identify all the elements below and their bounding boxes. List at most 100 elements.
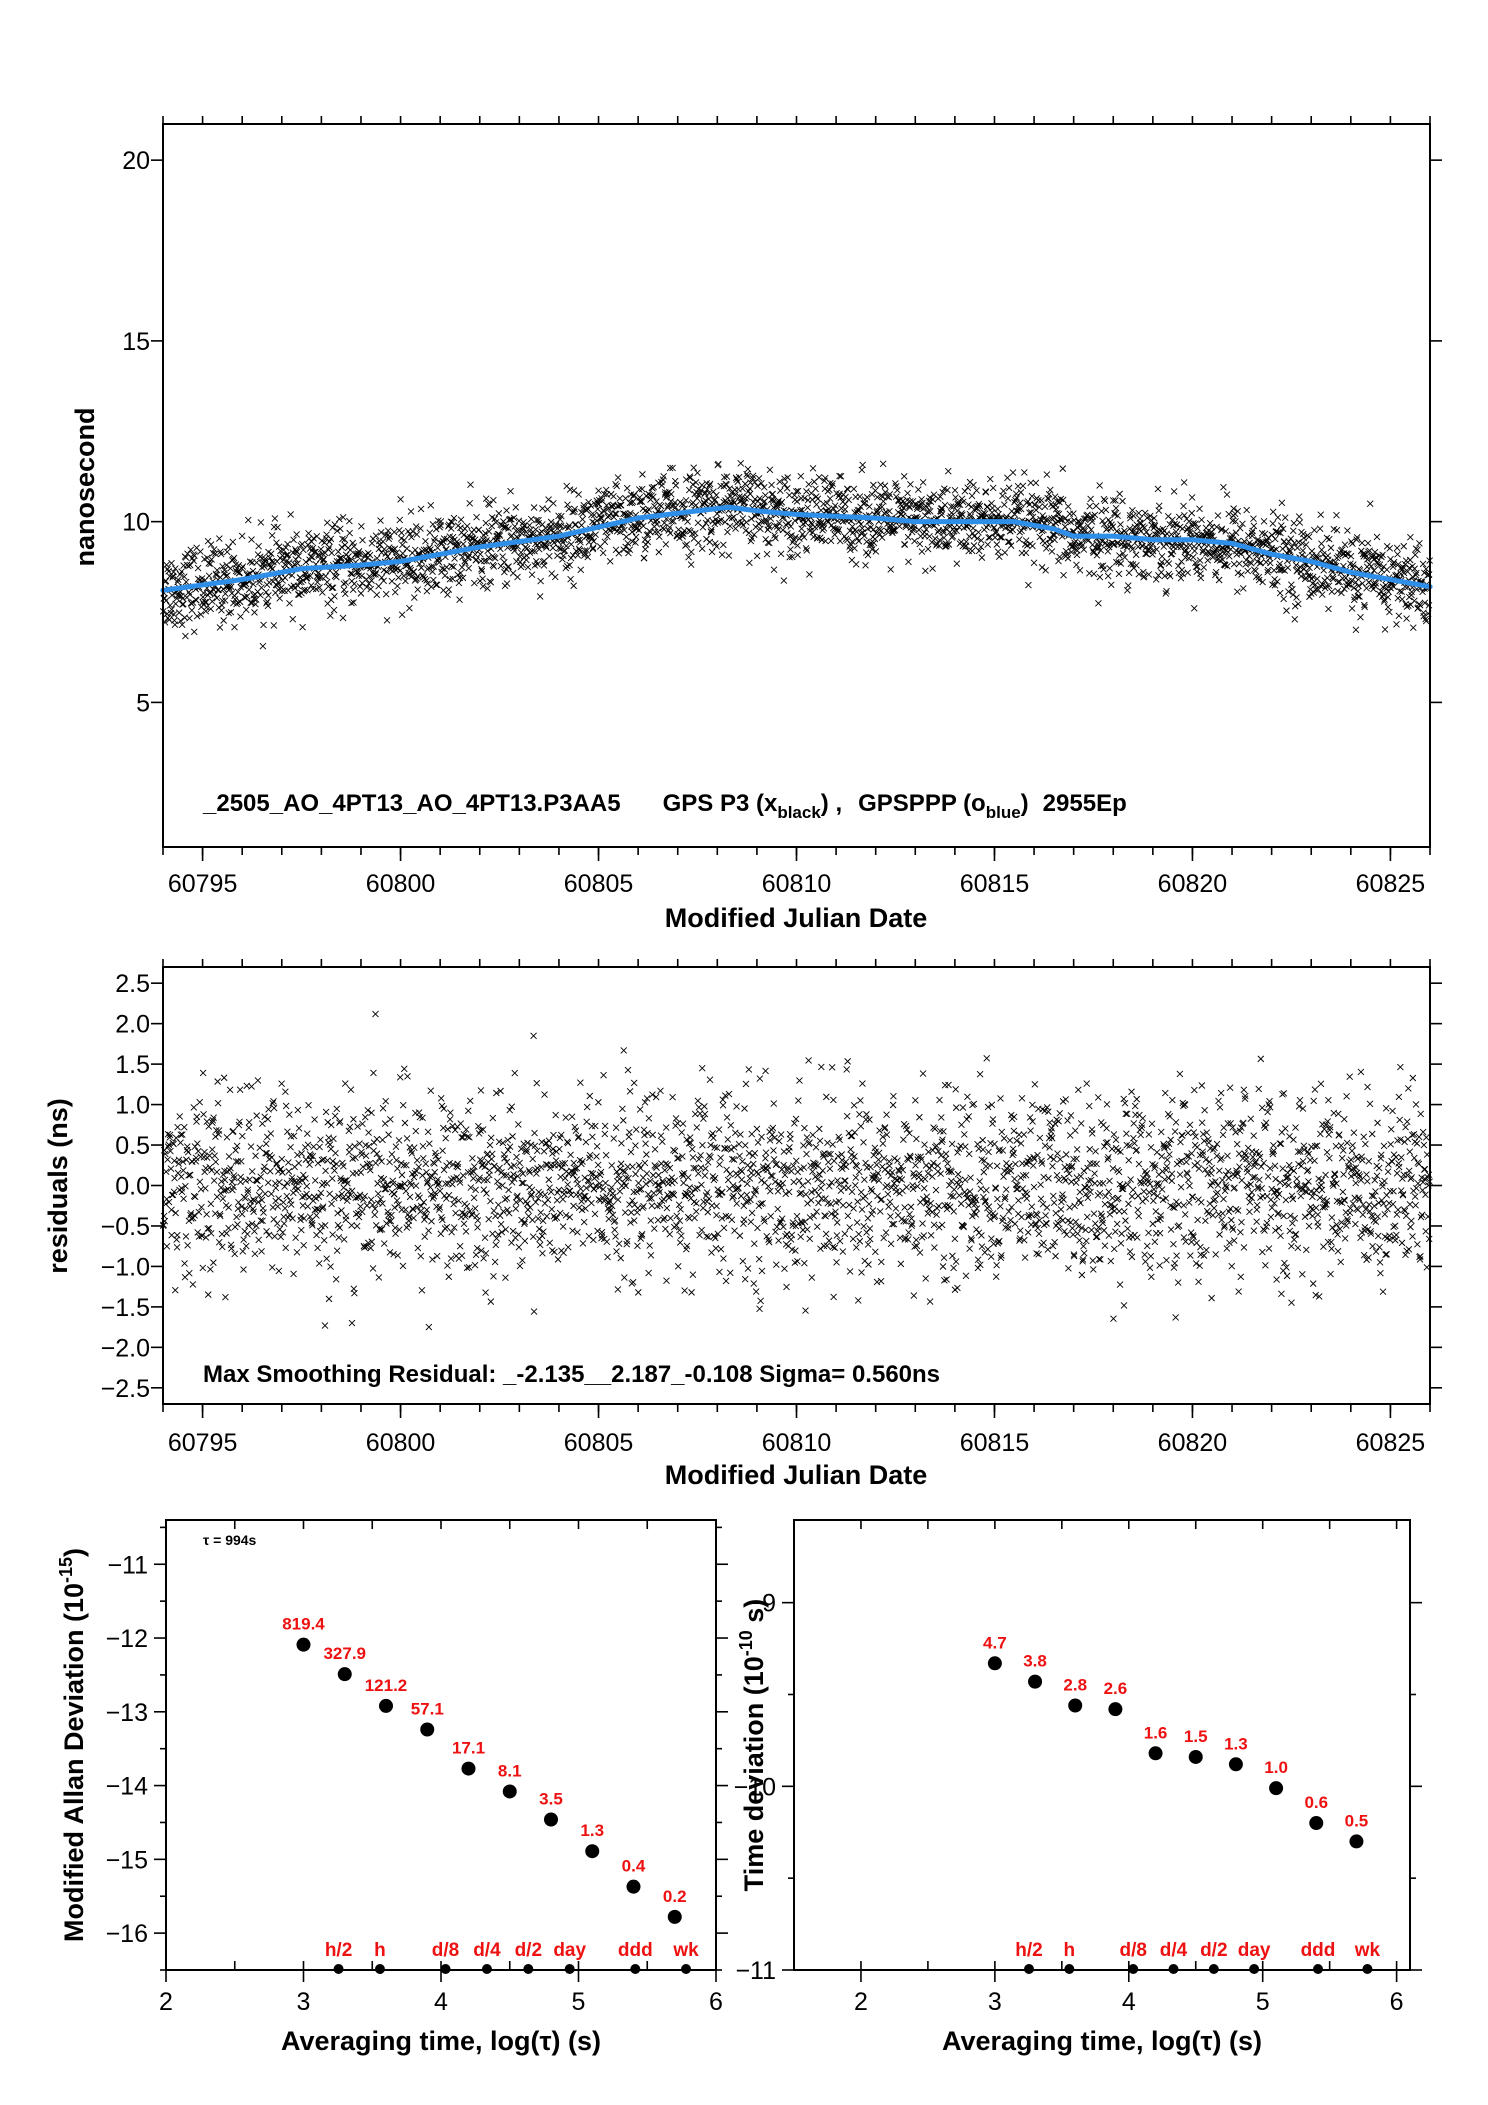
timeseries-point [601,538,609,546]
residual-point [591,1122,599,1130]
timeseries-point [483,557,491,565]
residual-point [264,1115,272,1123]
timeseries-point [1101,497,1109,505]
timeseries-point [422,537,429,545]
residual-point [650,1189,658,1197]
timeseries-point [862,561,869,569]
residual-point [494,1178,501,1185]
timeseries-point [872,548,880,555]
residual-point [304,1141,312,1149]
residual-point [262,1140,270,1148]
timeseries-point [535,545,543,553]
residuals-points [159,1010,1433,1331]
timeseries-point [859,461,866,469]
residual-point [194,1140,201,1147]
residual-point [172,1209,179,1217]
timeseries-point [686,474,694,482]
timeseries-point [1188,509,1196,517]
residual-point [572,1191,580,1198]
timeseries-point [1100,566,1107,573]
timeseries-point [768,481,775,489]
timeseries-point [868,546,876,553]
timeseries-point [187,546,195,554]
timeseries-point [377,529,385,536]
timeseries-point [340,586,348,594]
residual-point [207,1200,215,1208]
timeseries-point [1347,538,1355,545]
residual-point [674,1119,681,1127]
timeseries-point [1280,595,1287,603]
residual-point [688,1189,696,1197]
residual-point [418,1286,426,1294]
timeseries-point [624,540,632,547]
residual-point [724,1176,732,1184]
timeseries-point [446,576,454,583]
residual-point [388,1151,396,1158]
residual-point [541,1091,548,1098]
timeseries-point [284,540,291,548]
timeseries-point [1250,522,1258,530]
residual-point [480,1186,488,1193]
timeseries-point [689,481,697,488]
residual-point [348,1221,355,1229]
timeseries-point [900,473,908,480]
timeseries-point [870,481,877,489]
timeseries-point [186,591,194,598]
residual-point [634,1289,642,1296]
timeseries-point [234,588,242,596]
residual-point [171,1174,178,1182]
residual-point [237,1173,244,1181]
timeseries-point [921,512,929,519]
timeseries-point [485,554,493,561]
residual-point [483,1190,490,1197]
timeseries-point [255,542,262,550]
residual-point [700,1115,707,1122]
timeseries-point [687,561,695,568]
timeseries-point [295,552,302,560]
residual-point [506,1106,514,1114]
timeseries-point [851,545,858,552]
timeseries-point [760,483,768,491]
timeseries-point [373,591,381,599]
timeseries-point [459,574,467,582]
timeseries-xlabel: Modified Julian Date [665,903,928,933]
residual-point [323,1255,330,1262]
residual-point [602,1151,610,1159]
residual-point [304,1203,312,1210]
residual-point [236,1086,244,1093]
residual-point [325,1134,333,1141]
timeseries-point [613,482,621,490]
timeseries-point [391,588,399,596]
timeseries-point [453,538,461,546]
residual-point [546,1184,553,1192]
timeseries-point [282,544,290,551]
residual-point [271,1232,278,1240]
residual-point [477,1087,485,1094]
residual-point [382,1185,390,1193]
residual-point [466,1097,474,1105]
residual-point [251,1250,259,1258]
timeseries-point [1245,552,1253,560]
timeseries-point [679,533,686,540]
residual-point [374,1190,382,1198]
residual-point [581,1192,589,1200]
residual-point [264,1179,272,1186]
timeseries-point [347,570,354,577]
timeseries-point [1355,582,1362,590]
timeseries-point [367,585,375,593]
residual-point [654,1181,662,1189]
timeseries-point [563,542,570,550]
timeseries-point [450,563,457,571]
timeseries-point [492,519,500,526]
timeseries-point [588,511,595,519]
timeseries-y-tick-label: 5 [136,689,150,717]
timeseries-point [225,609,233,617]
residual-point [371,1211,378,1219]
residual-point [370,1069,377,1077]
residual-point [370,1139,378,1146]
timeseries-point [271,515,279,522]
timeseries-point [765,521,772,529]
timeseries-point [705,489,713,497]
timeseries-point [429,568,436,576]
timeseries-point [545,496,552,503]
